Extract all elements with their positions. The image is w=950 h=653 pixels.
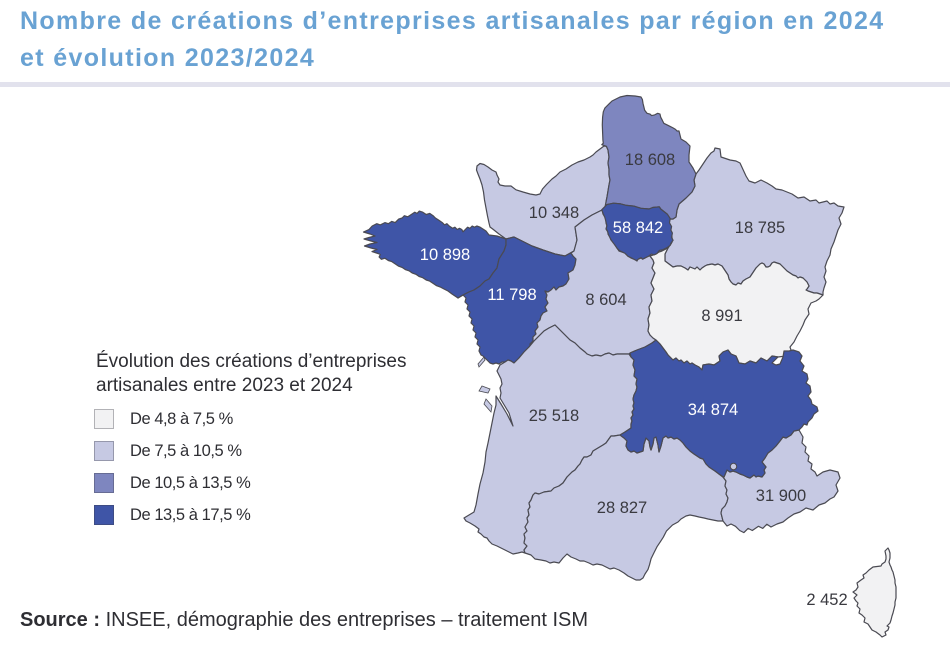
svg-text:34 874: 34 874 bbox=[688, 401, 738, 419]
svg-text:25 518: 25 518 bbox=[529, 407, 579, 425]
svg-text:10 898: 10 898 bbox=[420, 246, 470, 264]
svg-text:31 900: 31 900 bbox=[756, 487, 806, 505]
svg-text:11 798: 11 798 bbox=[487, 286, 536, 304]
svg-text:8 991: 8 991 bbox=[701, 307, 742, 325]
svg-text:58 842: 58 842 bbox=[613, 219, 663, 237]
svg-text:28 827: 28 827 bbox=[597, 499, 647, 517]
svg-text:10 348: 10 348 bbox=[529, 204, 579, 222]
svg-text:18 785: 18 785 bbox=[735, 219, 785, 237]
svg-text:8 604: 8 604 bbox=[585, 291, 626, 309]
svg-text:18 608: 18 608 bbox=[625, 151, 675, 169]
svg-text:2 452: 2 452 bbox=[806, 591, 847, 609]
